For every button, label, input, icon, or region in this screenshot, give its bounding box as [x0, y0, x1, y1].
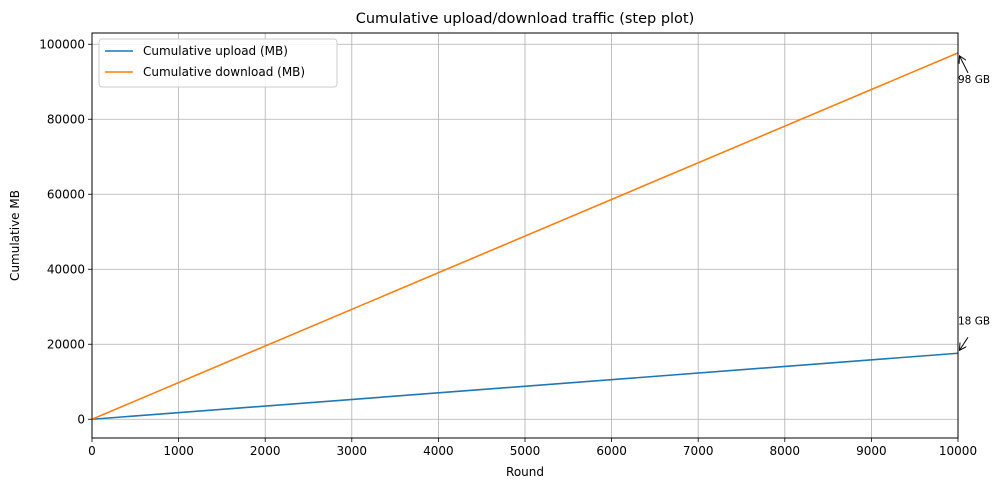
x-tick-label: 3000 [337, 444, 368, 458]
x-tick-label: 6000 [596, 444, 627, 458]
annotation-label: 18 GB [958, 315, 990, 327]
y-tick-label: 80000 [47, 112, 85, 126]
legend-box [98, 38, 338, 88]
x-tick-label: 1000 [163, 444, 194, 458]
x-tick-label: 10000 [939, 444, 977, 458]
x-tick-label: 7000 [683, 444, 714, 458]
ticks: 0 1000 2000 3000 4000 5000 6000 7000 8000 9000 100… [39, 37, 977, 458]
x-tick-label: 5000 [510, 444, 541, 458]
y-tick-label: 0 [77, 412, 85, 426]
annotation-arrow [960, 336, 969, 350]
series-line-upload [91, 352, 959, 421]
legend: Cumulative upload (MB) Cumulative downloa… [98, 38, 338, 88]
annotation-arrow [960, 56, 969, 74]
x-axis-label: Round [506, 465, 544, 479]
legend-label: Cumulative upload (MB) [143, 44, 288, 58]
x-tick-label: 2000 [250, 444, 281, 458]
y-tick-label: 20000 [47, 337, 85, 351]
y-tick-label: 100000 [39, 37, 85, 51]
x-tick-label: 9000 [856, 444, 887, 458]
x-tick-label: 0 [88, 444, 96, 458]
series-line-download [91, 52, 959, 420]
y-axis-label: Cumulative MB [8, 190, 22, 281]
y-tick-label: 60000 [47, 187, 85, 201]
legend-label: Cumulative download (MB) [143, 65, 305, 79]
x-tick-label: 8000 [770, 444, 801, 458]
series-layer [91, 52, 959, 421]
annotation-label: 98 GB [958, 74, 990, 86]
annotations: 98 GB 18 GB [958, 56, 990, 350]
x-tick-label: 4000 [423, 444, 454, 458]
y-tick-label: 40000 [47, 262, 85, 276]
chart-title: Cumulative upload/download traffic (step… [356, 11, 695, 27]
